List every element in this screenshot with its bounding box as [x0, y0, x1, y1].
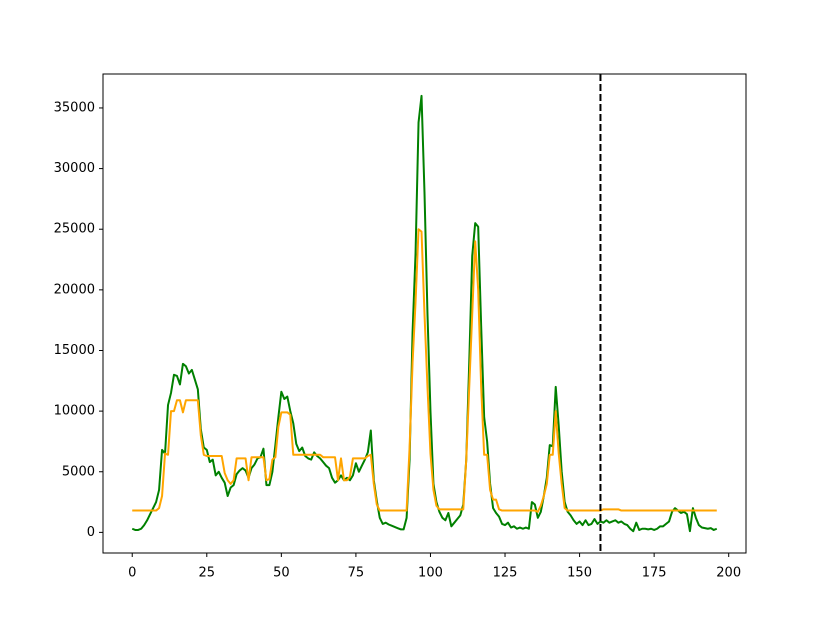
- y-tick-label: 20000: [54, 282, 95, 297]
- y-tick-label: 10000: [54, 404, 95, 419]
- x-tick-label: 75: [348, 566, 365, 581]
- line-series: [131, 94, 718, 533]
- x-tick-label: 200: [716, 566, 741, 581]
- x-tick-label: 50: [273, 566, 290, 581]
- plot-frame: [102, 73, 747, 554]
- y-tick-label: 0: [87, 525, 95, 540]
- x-tick-label: 25: [199, 566, 216, 581]
- x-tick-label: 100: [418, 566, 443, 581]
- x-tick-label: 0: [128, 566, 136, 581]
- x-tick-label: 150: [567, 566, 592, 581]
- y-tick-label: 35000: [54, 100, 95, 115]
- line-series: [132, 228, 717, 513]
- y-tick-label: 30000: [54, 161, 95, 176]
- y-tick-label: 25000: [54, 222, 95, 237]
- y-tick-label: 15000: [54, 343, 95, 358]
- x-tick-label: 175: [642, 566, 667, 581]
- x-tick-label: 125: [493, 566, 518, 581]
- y-tick-label: 5000: [62, 464, 95, 479]
